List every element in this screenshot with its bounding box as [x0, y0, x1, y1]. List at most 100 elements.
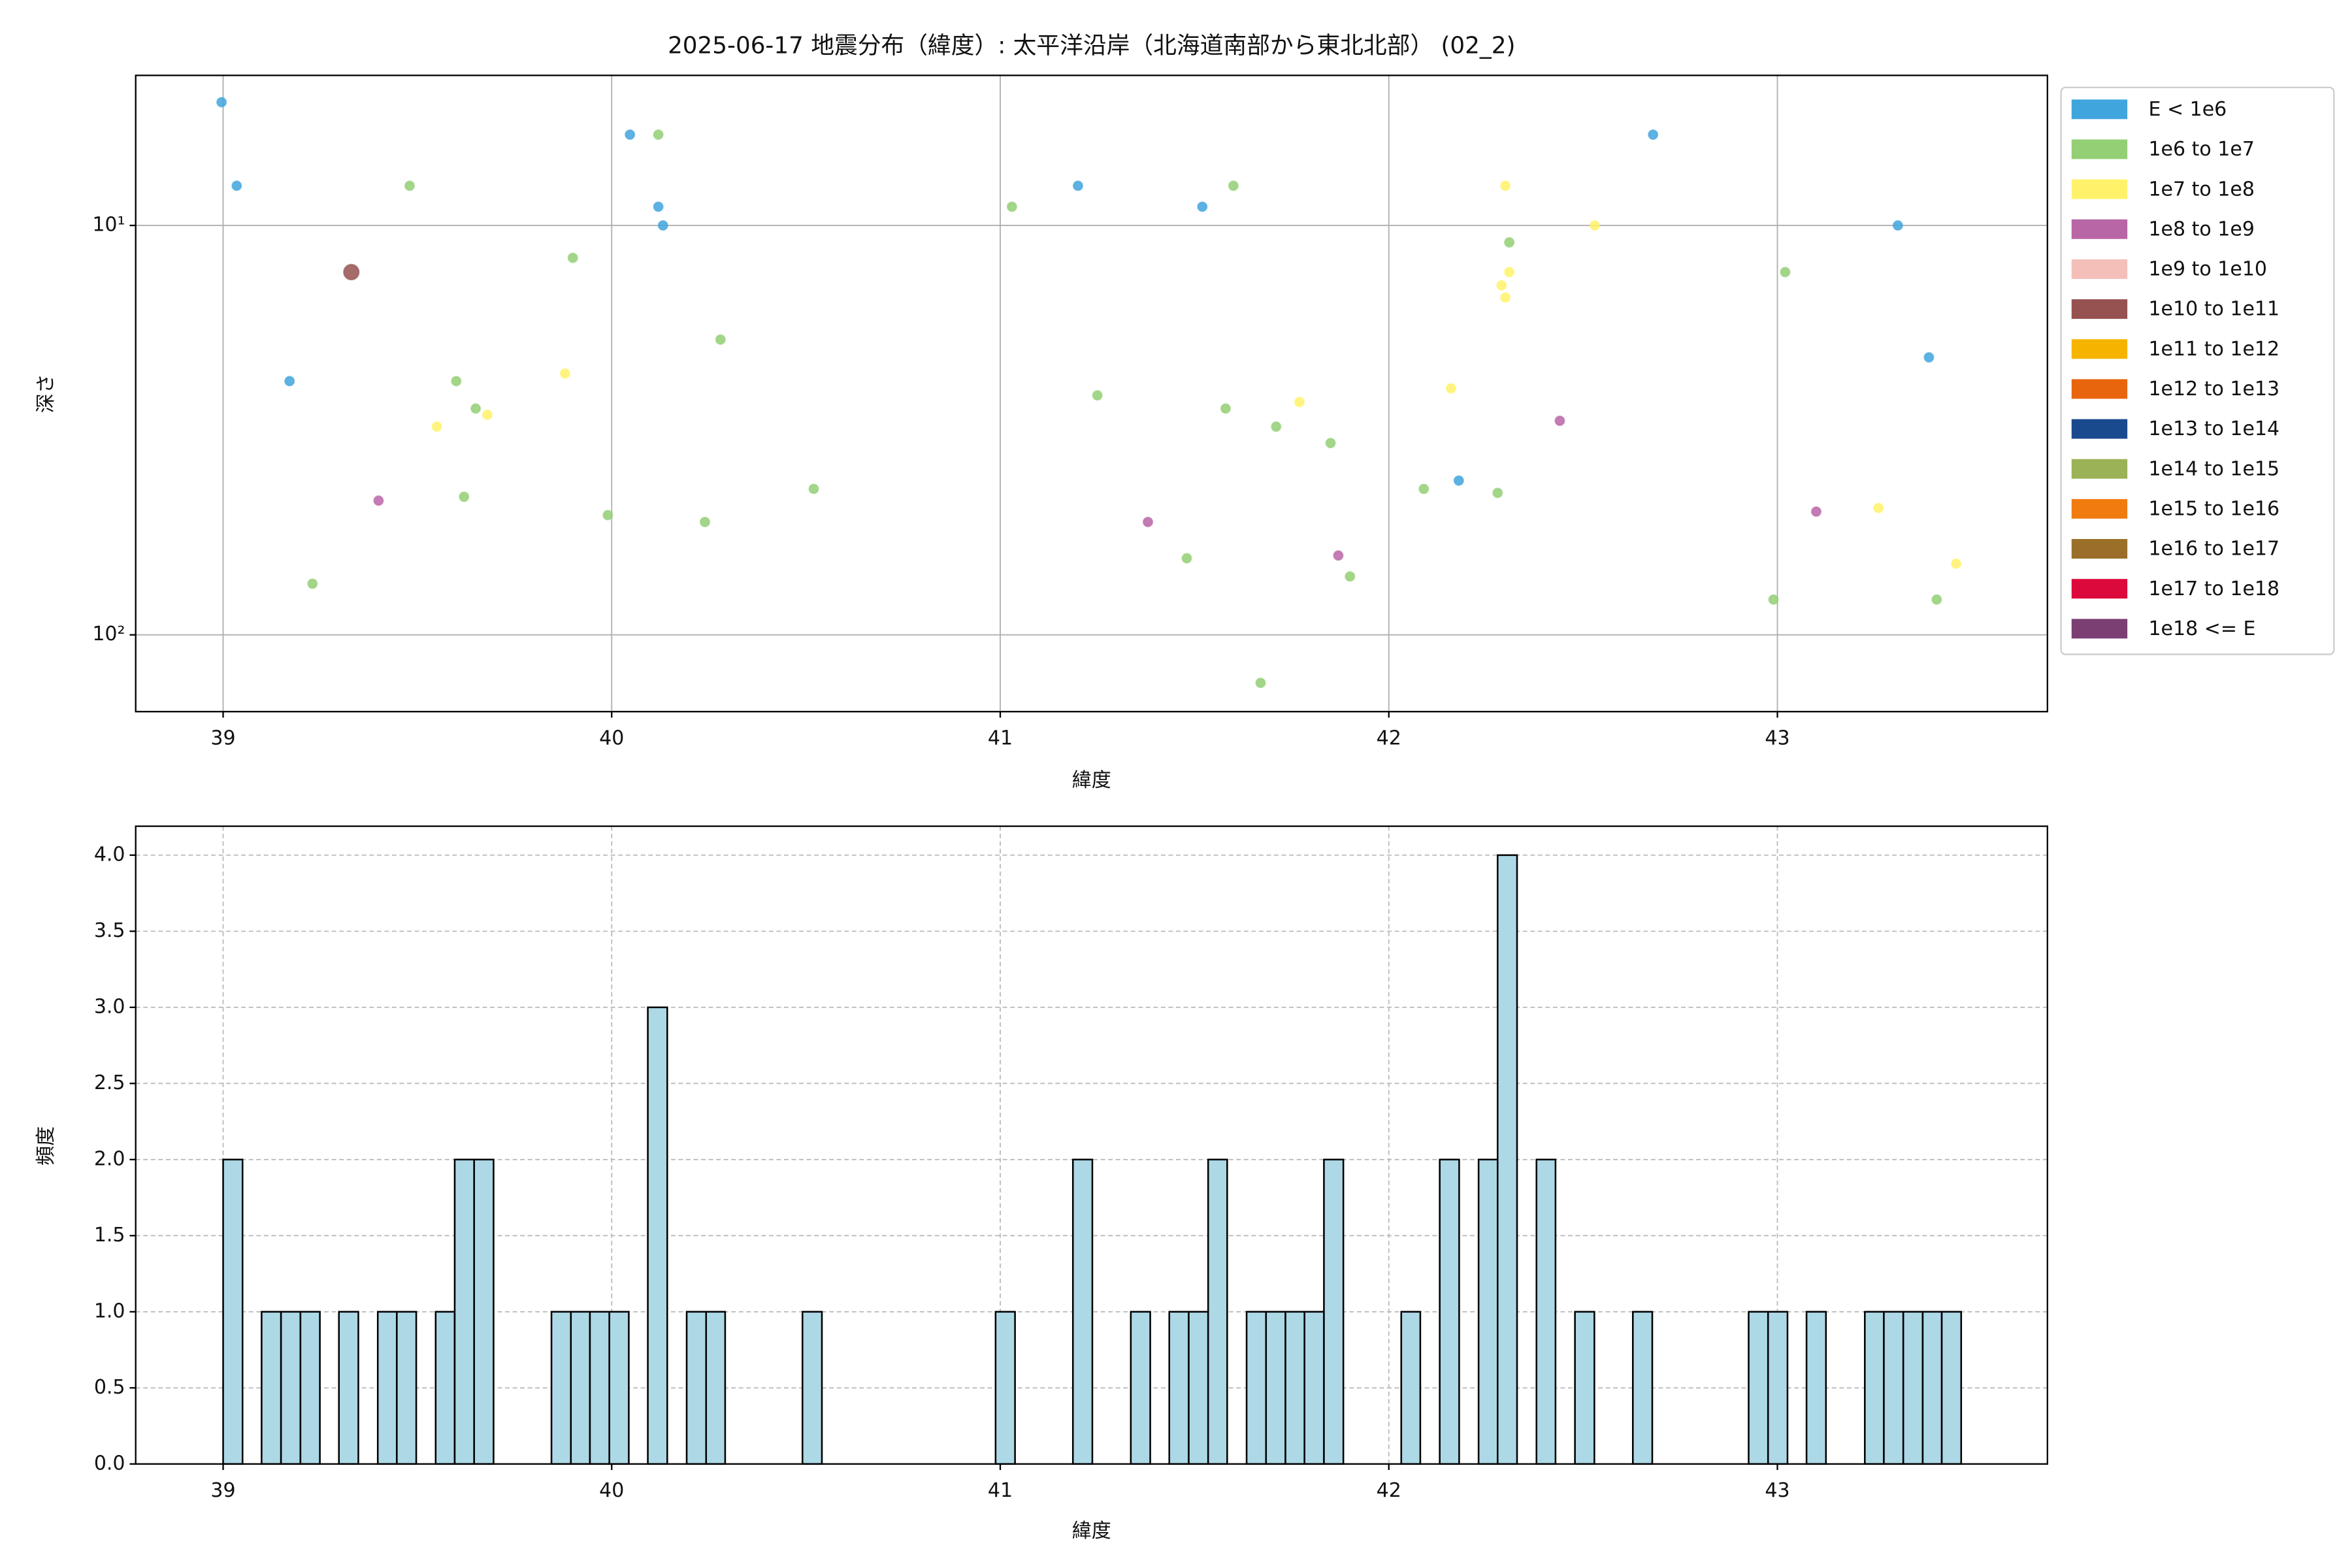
data-point [1445, 383, 1456, 394]
data-point [1589, 220, 1601, 231]
data-point [1768, 594, 1779, 605]
bar [550, 1311, 572, 1465]
legend-label: 1e17 to 1e18 [2148, 578, 2279, 600]
chart-title: 2025-06-17 地震分布（緯度）: 太平洋沿岸（北海道南部から東北北部） … [668, 33, 1515, 59]
bar [1400, 1311, 1422, 1465]
bar [608, 1311, 630, 1465]
legend-swatch [2071, 219, 2128, 239]
data-point [307, 578, 318, 589]
legend-swatch [2071, 99, 2128, 120]
legend-label: 1e18 <= E [2148, 617, 2255, 640]
data-point [231, 180, 242, 191]
legend-label: 1e15 to 1e16 [2148, 498, 2279, 521]
data-point [808, 483, 819, 495]
legend-label: 1e10 to 1e11 [2148, 298, 2279, 321]
y-axis-label: 頻度 [35, 1126, 57, 1166]
bar [685, 1311, 708, 1465]
bar [1535, 1158, 1557, 1465]
y-tick-label: 2.5 [94, 1071, 125, 1094]
legend-label: 1e13 to 1e14 [2148, 417, 2279, 440]
y-tick-label: 1.5 [94, 1224, 125, 1247]
x-tick-label: 39 [210, 1479, 235, 1502]
data-point [1810, 506, 1822, 517]
x-tick-label: 41 [988, 727, 1013, 749]
legend-swatch [2071, 419, 2128, 439]
data-point [343, 263, 360, 281]
bar [1883, 1311, 1904, 1465]
bar [1439, 1158, 1460, 1465]
x-tick-label: 43 [1765, 1479, 1789, 1502]
data-point [482, 409, 493, 420]
bar [396, 1311, 417, 1465]
bar [1303, 1311, 1325, 1465]
data-point [431, 421, 442, 433]
data-point [1181, 553, 1192, 564]
x-axis-label: 緯度 [1072, 769, 1111, 792]
bar [1188, 1311, 1209, 1465]
data-point [1255, 678, 1266, 689]
legend-label: E < 1e6 [2148, 98, 2227, 121]
legend-swatch [2071, 339, 2128, 359]
data-point [1496, 280, 1507, 291]
bar [1477, 1158, 1499, 1465]
data-point [1072, 180, 1084, 191]
data-point [373, 495, 384, 506]
y-tick-label: 1.0 [94, 1299, 125, 1322]
data-point [559, 368, 570, 379]
plot-frame [135, 74, 2048, 713]
data-point [1492, 487, 1503, 498]
plot-frame [135, 825, 2048, 1465]
data-point [1228, 180, 1239, 191]
data-point [1333, 550, 1344, 561]
data-point [1418, 483, 1429, 495]
data-point [1197, 201, 1208, 212]
data-point [567, 252, 578, 263]
bar [261, 1311, 282, 1465]
bar [1767, 1311, 1789, 1465]
x-tick-label: 42 [1377, 727, 1401, 749]
y-tick-label: 3.0 [94, 995, 125, 1018]
data-point [404, 180, 416, 191]
bar [1805, 1311, 1827, 1465]
bar [1940, 1311, 1963, 1465]
bar [1168, 1311, 1190, 1465]
data-point [1923, 351, 1935, 363]
data-point [653, 129, 664, 140]
legend-label: 1e16 to 1e17 [2148, 538, 2279, 561]
bar [1284, 1311, 1305, 1465]
legend-box [2060, 86, 2335, 655]
x-tick-label: 41 [988, 1479, 1013, 1502]
data-point [459, 491, 470, 502]
bar [222, 1158, 244, 1465]
data-point [1873, 502, 1884, 514]
data-point [1931, 594, 1942, 605]
bar [589, 1311, 610, 1465]
data-point [625, 129, 636, 140]
y-axis-label: 深さ [35, 374, 57, 413]
data-point [1345, 571, 1356, 582]
bar [299, 1311, 321, 1465]
legend-label: 1e12 to 1e13 [2148, 378, 2279, 400]
legend-swatch [2071, 579, 2128, 599]
bar [570, 1311, 591, 1465]
bar [434, 1311, 456, 1465]
data-point [1092, 390, 1103, 401]
x-tick-label: 40 [599, 1479, 624, 1502]
data-point [1453, 475, 1464, 486]
legend-label: 1e6 to 1e7 [2148, 138, 2254, 161]
data-point [1504, 267, 1515, 278]
bar [647, 1006, 668, 1465]
data-point [1554, 415, 1565, 427]
y-tick-label: 3.5 [94, 919, 125, 942]
legend-label: 1e14 to 1e15 [2148, 457, 2279, 480]
bar [1207, 1158, 1228, 1465]
data-point [653, 201, 664, 212]
legend-label: 1e8 to 1e9 [2148, 218, 2254, 240]
bar [1864, 1311, 1885, 1465]
y-tick-label: 2.0 [94, 1147, 125, 1170]
data-point [1951, 558, 1962, 569]
data-point [1504, 237, 1515, 248]
bar [1497, 854, 1518, 1465]
